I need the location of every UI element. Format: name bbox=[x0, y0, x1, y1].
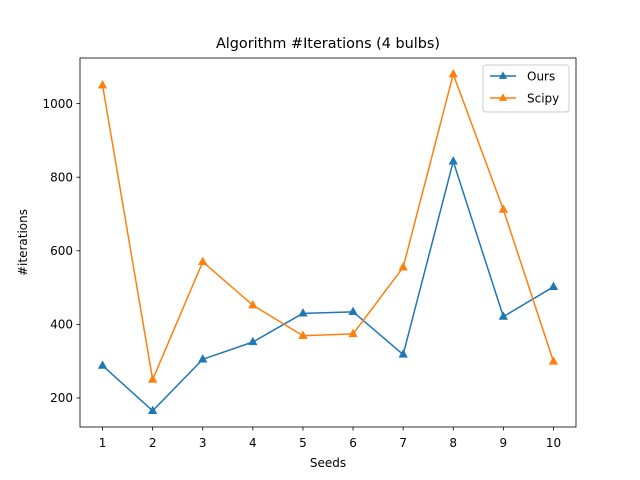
data-point bbox=[448, 156, 458, 165]
legend-marker bbox=[498, 71, 508, 79]
data-point bbox=[548, 281, 559, 290]
x-axis-label: Seeds bbox=[310, 456, 346, 470]
data-point bbox=[548, 356, 559, 365]
y-tick-label: 800 bbox=[50, 170, 73, 184]
x-tick-label: 10 bbox=[546, 436, 561, 450]
x-tick-label: 4 bbox=[249, 436, 257, 450]
data-point bbox=[298, 330, 308, 339]
legend-entry-ours: Ours bbox=[490, 70, 555, 84]
data-point bbox=[448, 68, 458, 78]
data-point bbox=[398, 262, 408, 271]
y-tick-label: 600 bbox=[50, 244, 73, 258]
data-point bbox=[147, 374, 158, 383]
series-layer bbox=[97, 68, 559, 414]
x-tick-label: 6 bbox=[349, 436, 357, 450]
data-point bbox=[97, 80, 108, 89]
data-point bbox=[498, 204, 509, 213]
legend-marker bbox=[498, 93, 508, 101]
x-tick-label: 3 bbox=[199, 436, 207, 450]
plot-area-frame bbox=[79, 57, 577, 428]
data-point bbox=[97, 360, 108, 369]
y-axis-label: #iterations bbox=[16, 209, 30, 276]
data-point bbox=[348, 306, 358, 316]
x-tick-label: 2 bbox=[149, 436, 157, 450]
series-scipy bbox=[97, 68, 559, 383]
x-tick-label: 5 bbox=[299, 436, 307, 450]
series-line bbox=[101, 73, 555, 381]
chart-title: Algorithm #Iterations (4 bulbs) bbox=[216, 36, 440, 52]
y-tick-label: 1000 bbox=[42, 97, 73, 111]
series-ours bbox=[97, 156, 559, 414]
legend-label: Scipy bbox=[527, 92, 559, 106]
x-tick-label: 7 bbox=[399, 436, 407, 450]
legend-entry-scipy: Scipy bbox=[490, 92, 559, 106]
y-tick-label: 200 bbox=[50, 391, 73, 405]
x-tick-label: 1 bbox=[99, 436, 107, 450]
series-line bbox=[102, 160, 554, 412]
x-axis-ticks: 1 2 3 4 5 6 7 8 9 10 bbox=[99, 427, 561, 450]
data-point bbox=[198, 256, 208, 265]
data-point bbox=[398, 349, 408, 358]
y-tick-label: 400 bbox=[50, 318, 73, 332]
data-point bbox=[348, 328, 358, 338]
data-point bbox=[248, 336, 258, 346]
data-point bbox=[198, 354, 208, 363]
legend: Ours Scipy bbox=[482, 64, 570, 113]
x-tick-label: 9 bbox=[500, 436, 508, 450]
data-point bbox=[147, 405, 158, 414]
x-tick-label: 8 bbox=[449, 436, 457, 450]
legend-label: Ours bbox=[527, 70, 555, 84]
data-point bbox=[498, 311, 509, 320]
y-axis-ticks: 200 400 600 800 1000 bbox=[42, 97, 80, 405]
data-point bbox=[298, 308, 308, 317]
data-point bbox=[248, 300, 258, 309]
